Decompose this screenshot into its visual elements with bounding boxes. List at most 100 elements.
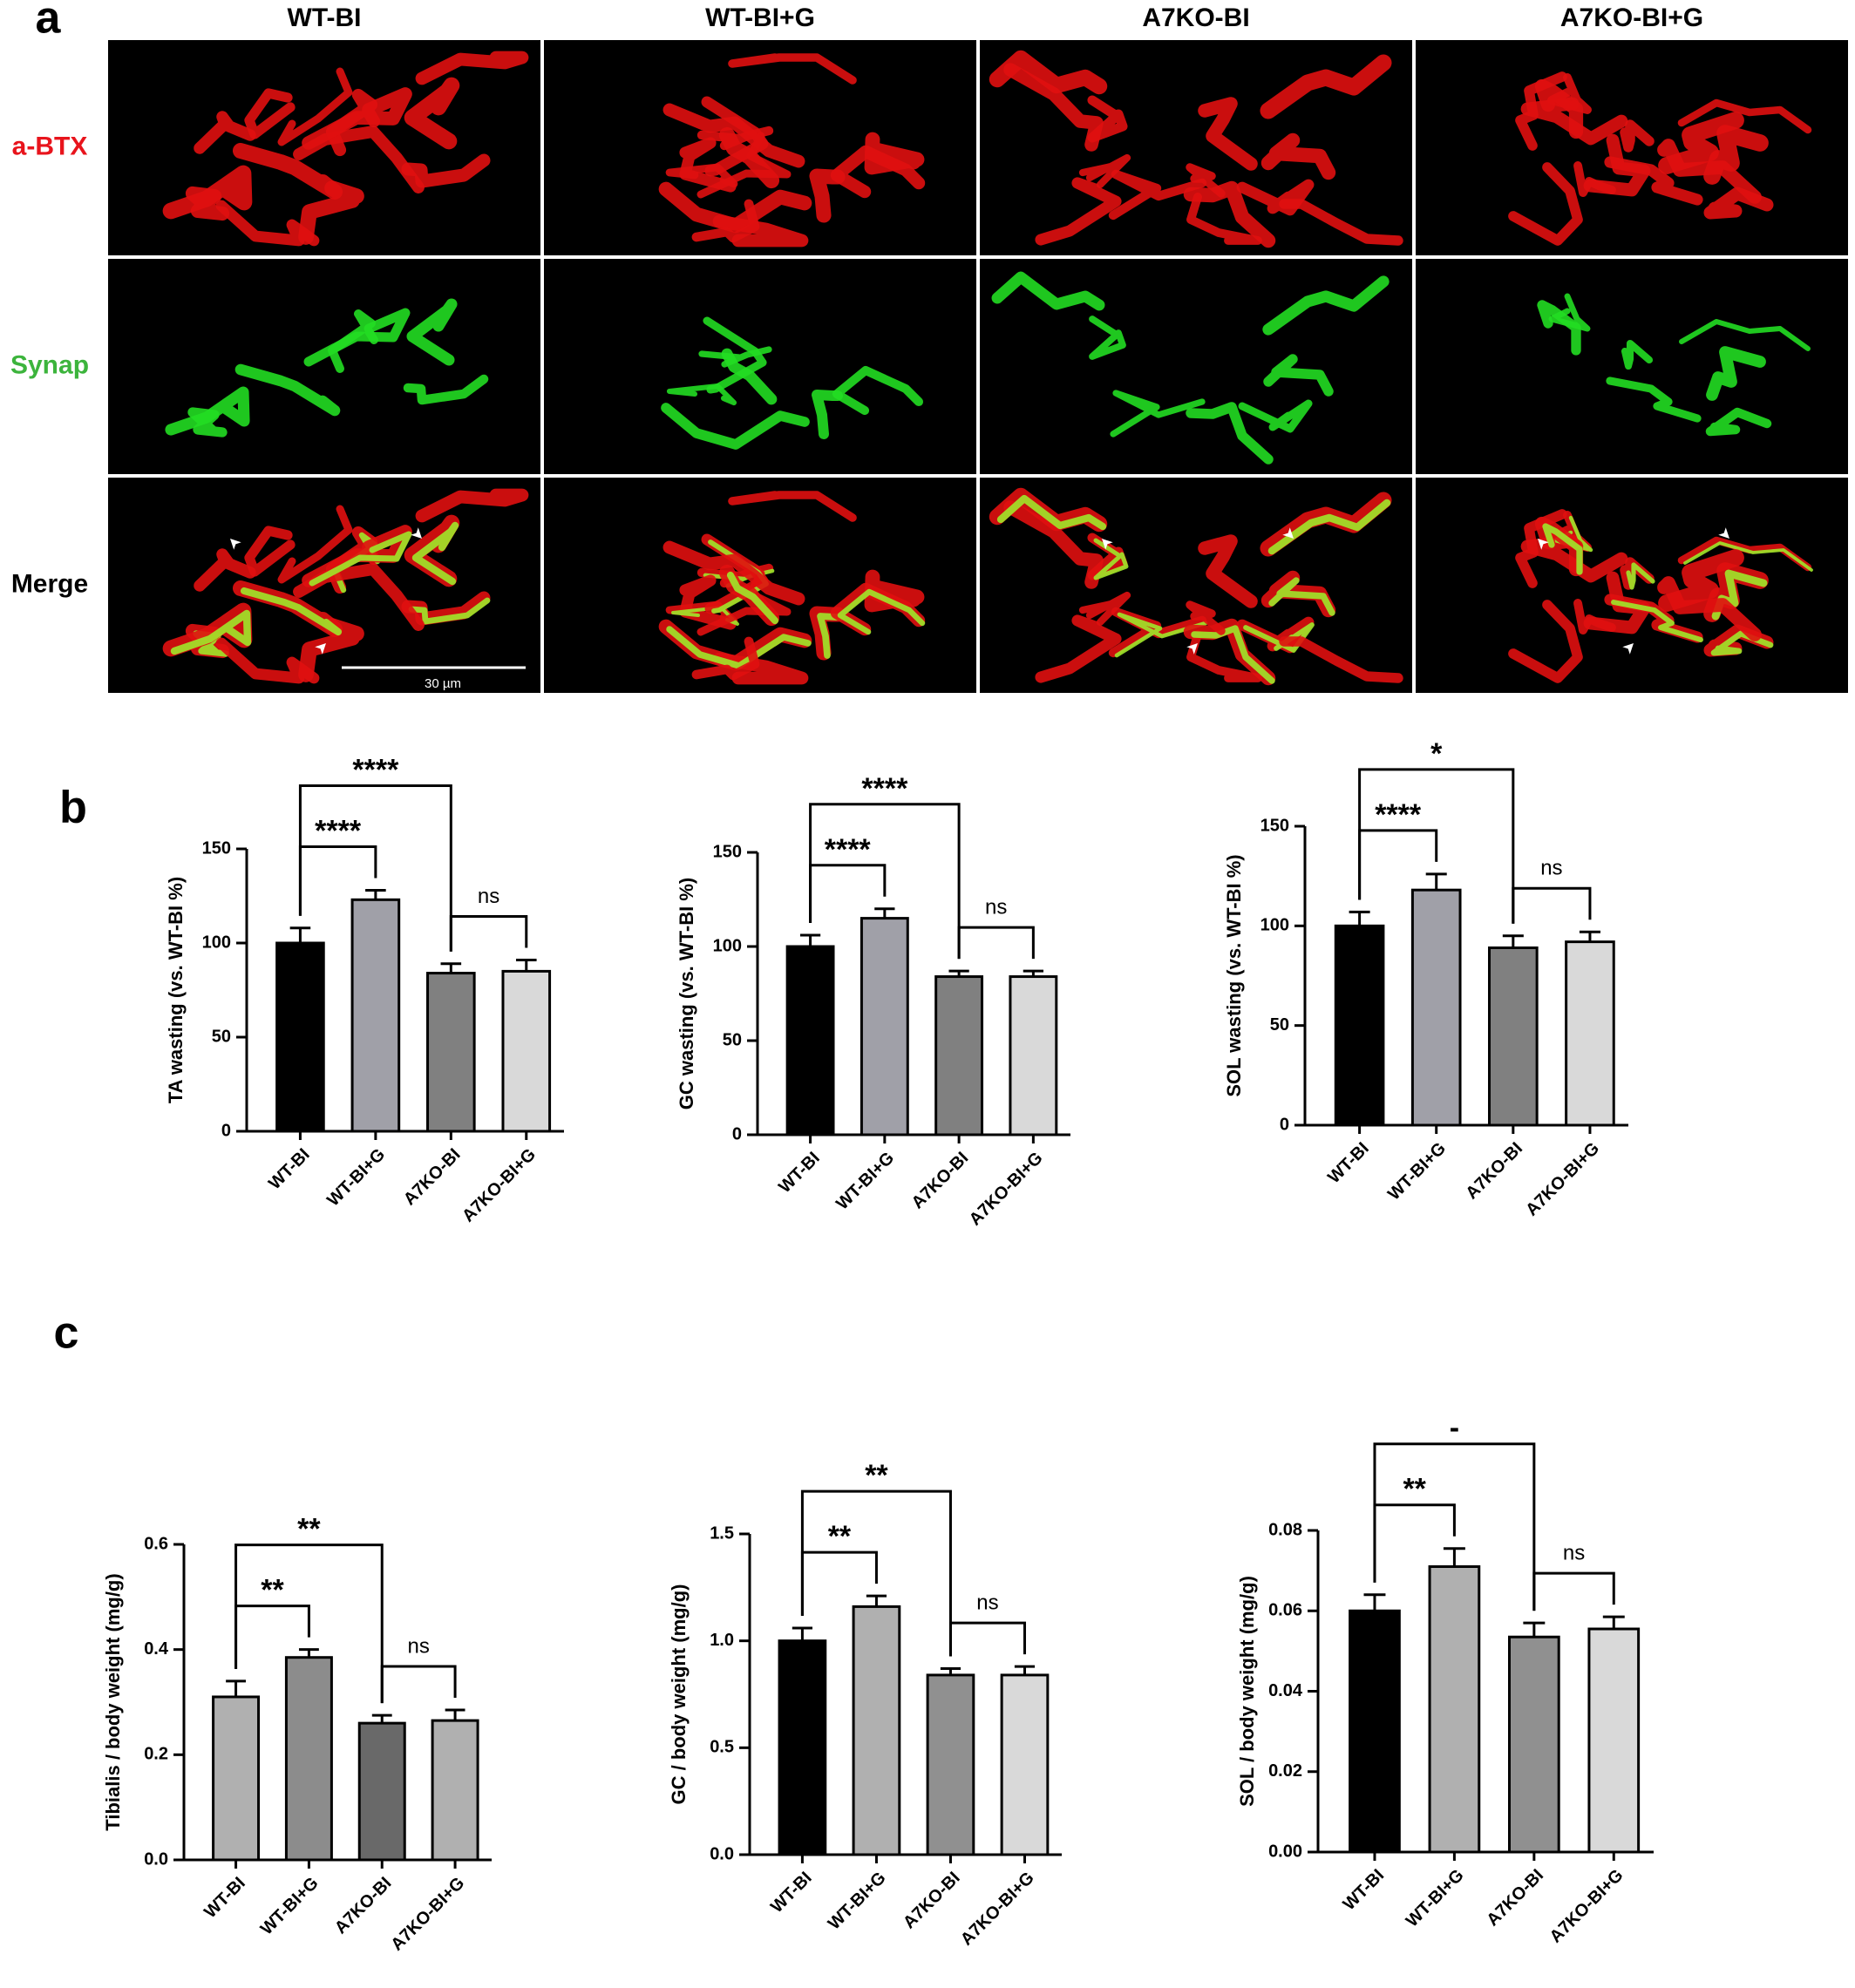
y-axis-label: SOL wasting (vs. WT-BI %) xyxy=(1223,854,1245,1096)
x-tick-label: A7KO-BI xyxy=(1462,1139,1526,1204)
bar xyxy=(1349,1609,1401,1854)
micrograph xyxy=(544,40,976,255)
synap-signal xyxy=(1093,538,1129,580)
y-tick-label: 50 xyxy=(212,1027,231,1046)
abtx-signal xyxy=(1108,607,1207,658)
x-tick-label: A7KO-BI+G xyxy=(387,1874,468,1955)
synap-signal xyxy=(1626,562,1655,590)
abtx-signal xyxy=(1108,169,1207,221)
bar xyxy=(350,898,401,1133)
synap-signal xyxy=(666,626,812,669)
x-tick-label: A7KO-BI xyxy=(400,1145,465,1210)
abtx-signal xyxy=(1035,177,1122,246)
abtx-signal xyxy=(691,636,760,681)
abtx-signal xyxy=(1087,95,1128,143)
significance-label: ** xyxy=(865,1459,888,1492)
synap-signal xyxy=(309,531,412,587)
synap-signal xyxy=(170,609,252,655)
synap-signal xyxy=(1238,399,1313,433)
y-tick-label: 50 xyxy=(723,1030,742,1049)
abtx-signal xyxy=(215,637,320,684)
abtx-signal xyxy=(679,574,737,630)
synap-signal xyxy=(1089,316,1126,360)
synap-signal xyxy=(403,374,489,405)
bar xyxy=(426,972,476,1133)
bar xyxy=(1507,1635,1560,1854)
micrograph xyxy=(108,478,540,693)
significance-bracket xyxy=(957,926,1035,960)
abtx-signal xyxy=(1658,549,1744,612)
abtx-signal xyxy=(728,491,857,522)
abtx-signal xyxy=(1604,156,1703,206)
abtx-signal xyxy=(194,548,256,592)
bar xyxy=(860,917,909,1136)
abtx-signal xyxy=(277,67,353,146)
x-tick-label: WT-BI xyxy=(767,1869,816,1917)
y-tick-label: 1.5 xyxy=(710,1523,734,1543)
row-label: Merge xyxy=(11,569,88,598)
bar xyxy=(275,941,325,1133)
abtx-signal xyxy=(415,488,529,523)
abtx-signal xyxy=(662,103,805,168)
bar xyxy=(852,1605,901,1856)
x-tick-label: WT-BI+G xyxy=(323,1145,389,1211)
synap-signal xyxy=(1191,625,1275,684)
abtx-signal xyxy=(830,145,926,199)
y-tick-label: 0.08 xyxy=(1268,1520,1302,1539)
abtx-signal xyxy=(194,111,256,154)
synap-signal xyxy=(1679,319,1811,351)
y-tick-label: 100 xyxy=(1260,916,1289,935)
significance-label: - xyxy=(1450,1412,1459,1445)
synap-signal xyxy=(1263,354,1334,397)
significance-label: ** xyxy=(1403,1473,1426,1506)
significance-label: ns xyxy=(985,895,1007,919)
y-axis-label: SOL / body weight (mg/g) xyxy=(1236,1576,1258,1807)
scale-bar-label: 30 µm xyxy=(425,676,461,691)
abtx-signal xyxy=(1260,132,1336,180)
column-label: A7KO-BI+G xyxy=(1560,3,1703,32)
bar xyxy=(357,1721,406,1862)
significance-label: ** xyxy=(297,1513,321,1546)
micrograph xyxy=(1416,478,1848,693)
x-tick-label: A7KO-BI xyxy=(908,1149,973,1213)
significance-bracket xyxy=(809,864,887,924)
x-tick-label: A7KO-BI+G xyxy=(1522,1139,1603,1220)
abtx-signal xyxy=(1078,153,1131,189)
abtx-signal xyxy=(1186,193,1262,245)
micrograph xyxy=(544,259,976,474)
micrograph xyxy=(544,478,976,693)
bar xyxy=(501,969,552,1133)
significance-label: ** xyxy=(828,1520,852,1553)
synap-signal xyxy=(1621,339,1654,370)
significance-label: ns xyxy=(1540,857,1562,880)
abtx-signal xyxy=(1657,139,1762,204)
synap-signal xyxy=(411,521,459,586)
y-tick-label: 100 xyxy=(713,936,742,955)
significance-bracket xyxy=(1512,886,1592,924)
x-tick-label: A7KO-BI xyxy=(331,1874,396,1938)
significance-bracket xyxy=(1532,1571,1615,1611)
significance-label: ns xyxy=(976,1591,998,1614)
column-label: WT-BI+G xyxy=(705,3,815,32)
abtx-signal xyxy=(989,50,1108,95)
bar xyxy=(212,1695,261,1862)
synap-signal xyxy=(726,571,779,625)
panel-letter: b xyxy=(59,783,87,833)
significance-label: ns xyxy=(1563,1542,1585,1565)
x-tick-label: WT-BI xyxy=(1324,1139,1373,1188)
y-tick-label: 0 xyxy=(732,1124,742,1143)
y-tick-label: 150 xyxy=(713,842,742,861)
synap-signal xyxy=(1186,402,1274,465)
micrograph xyxy=(1416,259,1848,474)
y-axis-label: GC wasting (vs. WT-BI %) xyxy=(676,878,697,1109)
bar xyxy=(284,1656,333,1862)
bar xyxy=(1488,946,1539,1127)
x-tick-label: WT-BI xyxy=(1340,1866,1389,1915)
bar xyxy=(1009,975,1058,1136)
synap-signal xyxy=(1706,346,1766,401)
micrograph xyxy=(980,478,1412,693)
micrograph xyxy=(980,259,1412,474)
abtx-signal xyxy=(404,77,460,150)
synap-signal xyxy=(832,365,924,416)
